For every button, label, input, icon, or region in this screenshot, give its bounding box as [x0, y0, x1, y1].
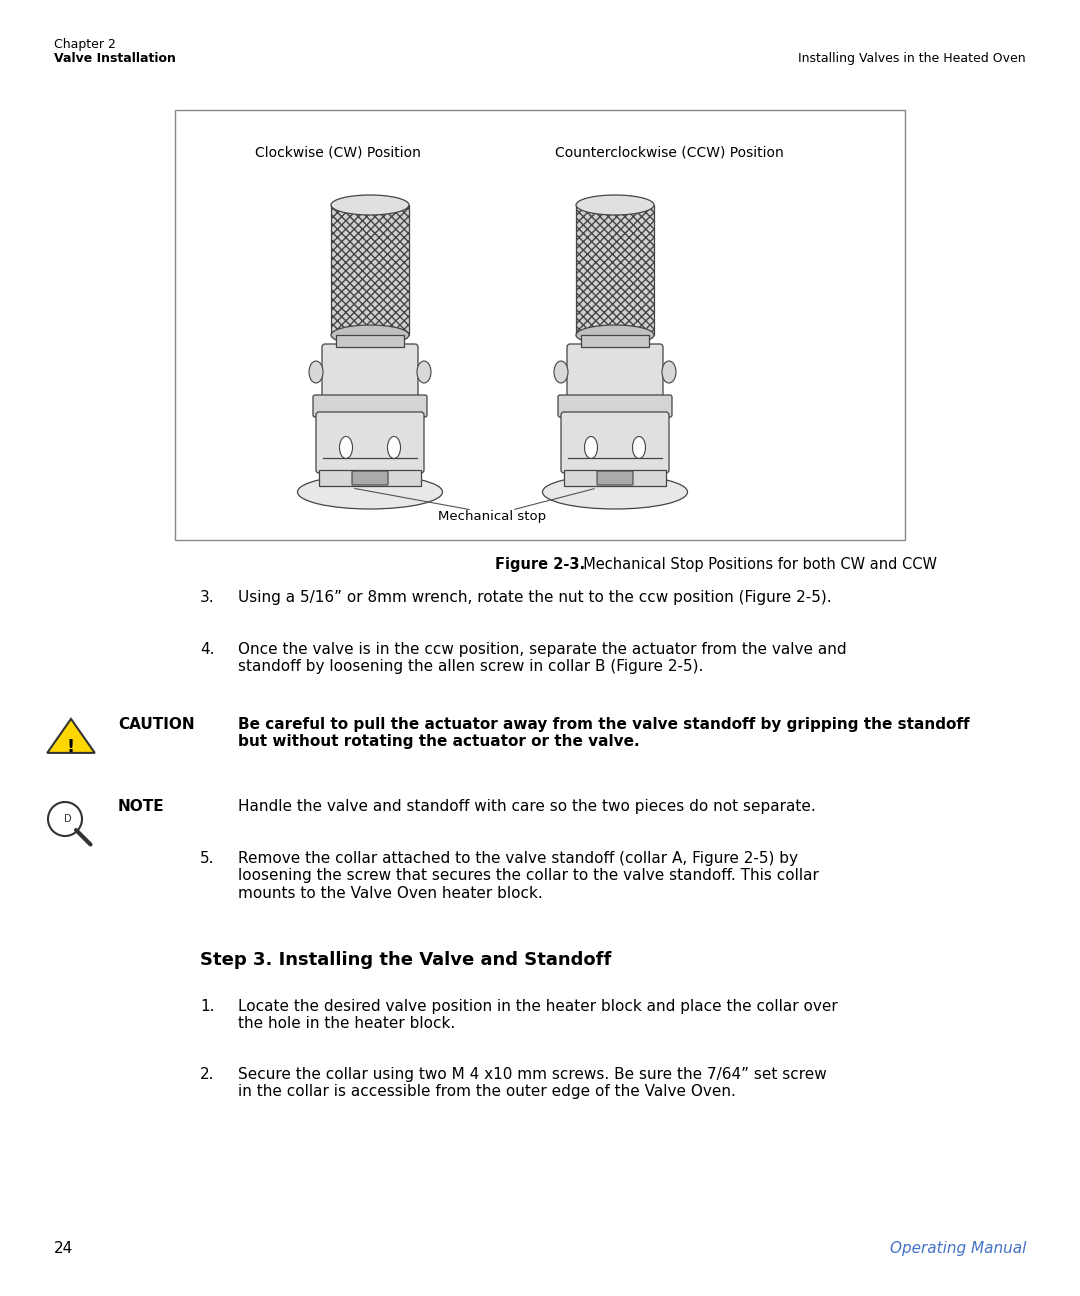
FancyBboxPatch shape: [564, 470, 666, 486]
Text: 1.: 1.: [200, 999, 215, 1013]
Ellipse shape: [330, 325, 409, 345]
Text: Remove the collar attached to the valve standoff (collar A, Figure 2-5) by
loose: Remove the collar attached to the valve …: [238, 851, 819, 901]
Text: !: !: [67, 737, 76, 756]
FancyBboxPatch shape: [336, 334, 404, 347]
Text: NOTE: NOTE: [118, 800, 164, 814]
Circle shape: [48, 802, 82, 836]
Ellipse shape: [662, 362, 676, 384]
FancyBboxPatch shape: [322, 343, 418, 400]
Ellipse shape: [584, 437, 597, 459]
FancyBboxPatch shape: [352, 470, 388, 485]
Text: Handle the valve and standoff with care so the two pieces do not separate.: Handle the valve and standoff with care …: [238, 800, 815, 814]
Ellipse shape: [576, 194, 654, 215]
Ellipse shape: [417, 362, 431, 384]
Text: Mechanical stop: Mechanical stop: [437, 511, 546, 524]
FancyBboxPatch shape: [581, 334, 649, 347]
Text: 2.: 2.: [200, 1067, 215, 1082]
Text: Chapter 2: Chapter 2: [54, 38, 116, 51]
Ellipse shape: [542, 476, 688, 509]
Text: Step 3. Installing the Valve and Standoff: Step 3. Installing the Valve and Standof…: [200, 951, 611, 969]
FancyBboxPatch shape: [313, 395, 427, 417]
Ellipse shape: [330, 194, 409, 215]
Text: Be careful to pull the actuator away from the valve standoff by gripping the sta: Be careful to pull the actuator away fro…: [238, 717, 970, 749]
Text: Mechanical Stop Positions for both CW and CCW: Mechanical Stop Positions for both CW an…: [573, 557, 937, 572]
FancyBboxPatch shape: [558, 395, 672, 417]
Text: 3.: 3.: [200, 590, 215, 605]
Text: Secure the collar using two M 4 x10 mm screws. Be sure the 7/64” set screw
in th: Secure the collar using two M 4 x10 mm s…: [238, 1067, 827, 1099]
Ellipse shape: [633, 437, 646, 459]
Text: Locate the desired valve position in the heater block and place the collar over
: Locate the desired valve position in the…: [238, 999, 838, 1032]
Text: Operating Manual: Operating Manual: [890, 1242, 1026, 1256]
FancyBboxPatch shape: [567, 343, 663, 400]
Text: Counterclockwise (CCW) Position: Counterclockwise (CCW) Position: [555, 145, 784, 159]
Text: Using a 5/16” or 8mm wrench, rotate the nut to the ccw position (Figure 2-5).: Using a 5/16” or 8mm wrench, rotate the …: [238, 590, 832, 605]
Text: CAUTION: CAUTION: [118, 717, 194, 732]
FancyBboxPatch shape: [576, 205, 654, 334]
Text: D: D: [64, 814, 71, 824]
Ellipse shape: [339, 437, 352, 459]
Text: Valve Installation: Valve Installation: [54, 52, 176, 65]
FancyBboxPatch shape: [316, 412, 424, 473]
Ellipse shape: [576, 325, 654, 345]
Text: Once the valve is in the ccw position, separate the actuator from the valve and
: Once the valve is in the ccw position, s…: [238, 642, 847, 674]
Text: Clockwise (CW) Position: Clockwise (CW) Position: [255, 145, 421, 159]
Text: 5.: 5.: [200, 851, 215, 866]
Text: 4.: 4.: [200, 642, 215, 657]
Polygon shape: [48, 719, 95, 753]
Text: Figure 2-3.: Figure 2-3.: [495, 557, 585, 572]
FancyBboxPatch shape: [319, 470, 421, 486]
Text: Installing Valves in the Heated Oven: Installing Valves in the Heated Oven: [798, 52, 1026, 65]
Ellipse shape: [554, 362, 568, 384]
FancyBboxPatch shape: [561, 412, 669, 473]
Text: 24: 24: [54, 1242, 73, 1256]
Ellipse shape: [309, 362, 323, 384]
FancyBboxPatch shape: [597, 470, 633, 485]
Ellipse shape: [297, 476, 443, 509]
Ellipse shape: [388, 437, 401, 459]
FancyBboxPatch shape: [175, 110, 905, 540]
FancyBboxPatch shape: [330, 205, 409, 334]
